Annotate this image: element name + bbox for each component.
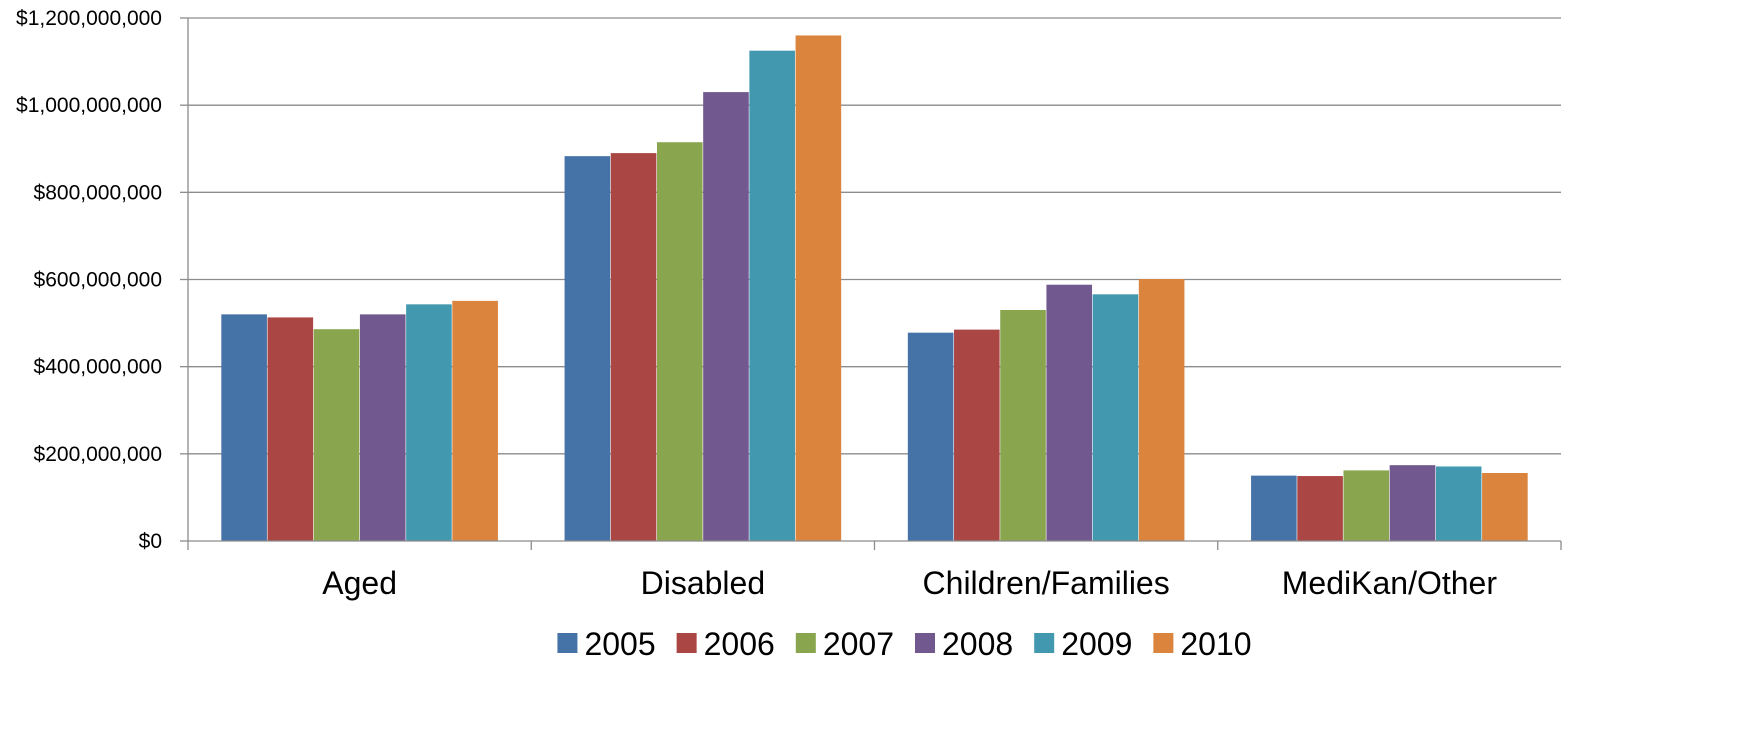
- legend-swatch-2008: [915, 633, 935, 653]
- category-label: Children/Families: [923, 565, 1170, 601]
- category-labels: Aged Disabled Children/Families MediKan/Oth…: [322, 565, 1497, 601]
- legend-swatch-2007: [796, 633, 816, 653]
- legend-swatch-2009: [1034, 633, 1054, 653]
- y-tick-label: $1,200,000,000: [16, 7, 162, 30]
- bar-2005-medikan-other: [1251, 476, 1297, 541]
- category-label: Disabled: [641, 565, 766, 601]
- y-tick-label: $200,000,000: [34, 443, 162, 466]
- y-tick-label: $0: [139, 530, 162, 553]
- bar-2007-medikan-other: [1343, 470, 1389, 541]
- bar-2008-disabled: [703, 92, 749, 541]
- legend-swatch-2005: [557, 633, 577, 653]
- y-tick-label: $400,000,000: [34, 356, 162, 379]
- bar-2010-children-families: [1139, 279, 1185, 541]
- y-tick-label: $800,000,000: [34, 181, 162, 204]
- bar-2008-medikan-other: [1390, 465, 1436, 541]
- bar-2005-children-families: [908, 333, 954, 541]
- bar-2005-disabled: [565, 156, 611, 541]
- bar-2006-medikan-other: [1297, 476, 1343, 541]
- bar-2010-medikan-other: [1482, 473, 1528, 541]
- bar-2007-children-families: [1000, 310, 1046, 541]
- bar-2008-children-families: [1046, 285, 1092, 541]
- y-tick-labels: $0 $200,000,000 $400,000,000 $600,000,000 $8…: [16, 7, 162, 553]
- bar-2010-aged: [452, 301, 498, 541]
- bars: [221, 35, 1527, 541]
- category-label: MediKan/Other: [1282, 565, 1498, 601]
- bar-2006-children-families: [954, 330, 1000, 541]
- bar-2009-children-families: [1093, 294, 1139, 541]
- legend-label-2007: 2007: [823, 626, 894, 662]
- bar-2009-aged: [406, 304, 452, 541]
- category-label: Aged: [322, 565, 397, 601]
- legend-swatch-2010: [1153, 633, 1173, 653]
- bar-2006-aged: [268, 317, 314, 541]
- legend: 2005 2006 2007 2008 2009 2010: [557, 626, 1251, 662]
- legend-label-2005: 2005: [584, 626, 655, 662]
- y-tick-label: $1,000,000,000: [16, 94, 162, 117]
- legend-label-2006: 2006: [704, 626, 775, 662]
- bar-2005-aged: [221, 314, 267, 541]
- bar-2010-disabled: [796, 35, 842, 541]
- bar-2009-disabled: [749, 51, 795, 541]
- bar-2007-disabled: [657, 142, 703, 541]
- bar-2008-aged: [360, 314, 406, 541]
- legend-swatch-2006: [677, 633, 697, 653]
- bar-2009-medikan-other: [1436, 466, 1482, 541]
- bar-2006-disabled: [611, 153, 657, 541]
- legend-label-2010: 2010: [1180, 626, 1251, 662]
- bar-2007-aged: [314, 329, 360, 541]
- legend-label-2009: 2009: [1061, 626, 1132, 662]
- legend-label-2008: 2008: [942, 626, 1013, 662]
- y-tick-label: $600,000,000: [34, 269, 162, 292]
